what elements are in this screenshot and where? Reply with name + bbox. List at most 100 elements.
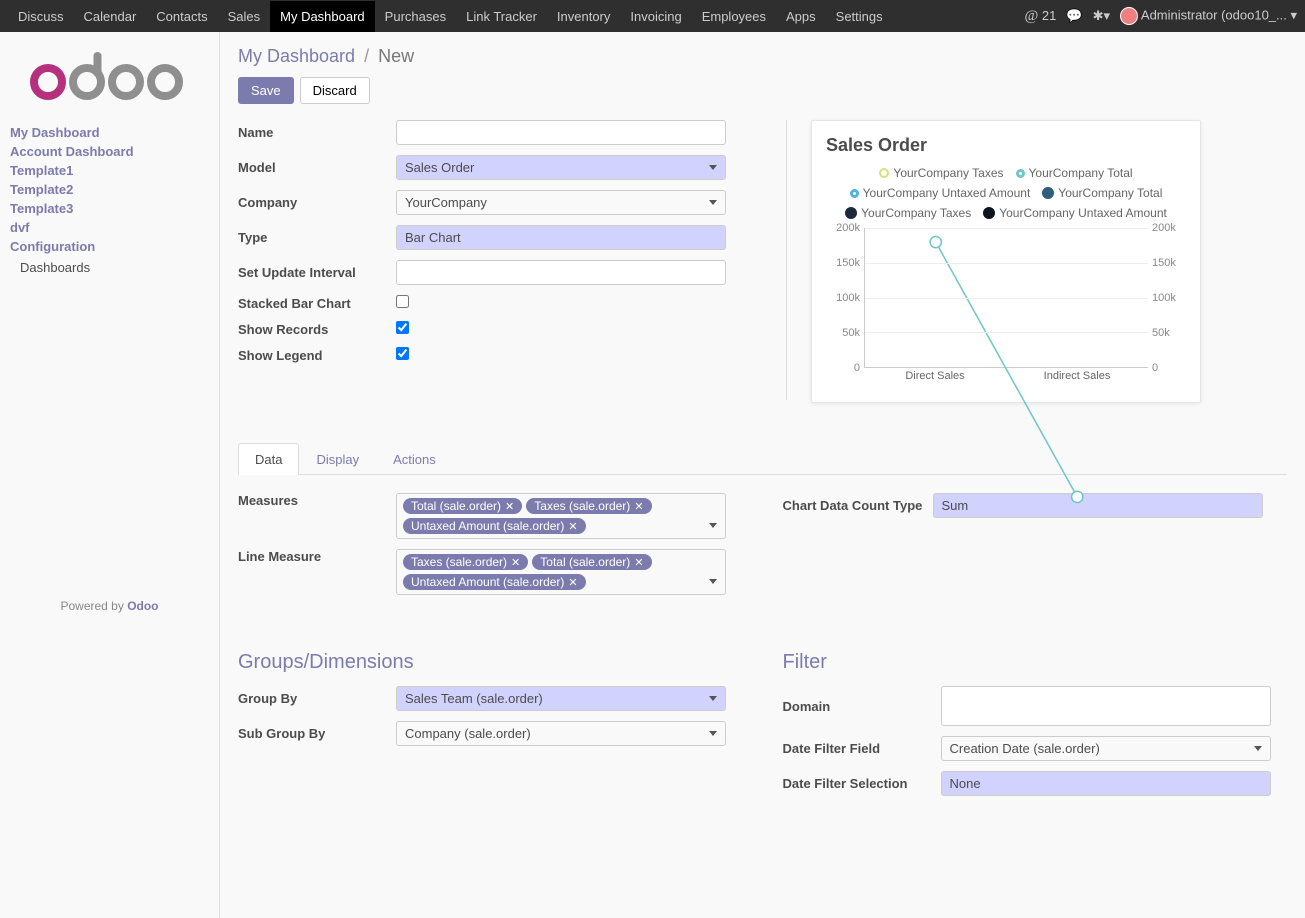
x-axis-labels: Direct SalesIndirect Sales	[864, 370, 1148, 388]
avatar-icon	[1120, 7, 1138, 25]
records-checkbox[interactable]	[396, 321, 409, 334]
sidebar-link[interactable]: Template1	[0, 161, 219, 180]
mentions-badge[interactable]: @ 21	[1024, 8, 1056, 25]
sidebar-sub-dashboards[interactable]: Dashboards	[0, 256, 219, 279]
group-by-select[interactable]: Sales Team (sale.order)	[396, 686, 726, 711]
tag[interactable]: Untaxed Amount (sale.order) ✕	[403, 518, 586, 534]
date-selection-select[interactable]: None	[941, 771, 1271, 796]
model-select[interactable]: Sales Order	[396, 155, 726, 180]
date-field-select[interactable]: Creation Date (sale.order)	[941, 736, 1271, 761]
tag-remove-icon[interactable]: ✕	[634, 500, 643, 513]
powered-brand[interactable]: Odoo	[127, 599, 158, 613]
groups-heading: Groups/Dimensions	[238, 651, 743, 674]
chevron-down-icon	[709, 200, 717, 205]
legend-swatch	[1042, 187, 1054, 199]
chart-legend: YourCompany Taxes YourCompany Total YourCo…	[826, 166, 1186, 220]
type-select[interactable]: Bar Chart	[396, 225, 726, 250]
legend-label: YourCompany Total	[1029, 166, 1133, 180]
legend-label: YourCompany Untaxed Amount	[863, 186, 1031, 200]
filter-heading: Filter	[783, 651, 1288, 674]
sidebar-link[interactable]: Account Dashboard	[0, 142, 219, 161]
chart-preview: Sales Order YourCompany TaxesYourCompany…	[811, 120, 1201, 403]
label-stacked: Stacked Bar Chart	[238, 296, 396, 311]
label-name: Name	[238, 125, 396, 140]
nav-item[interactable]: Calendar	[74, 1, 147, 32]
tag-remove-icon[interactable]: ✕	[568, 576, 577, 589]
label-company: Company	[238, 195, 396, 210]
tab[interactable]: Actions	[376, 443, 453, 475]
measures-input[interactable]: Total (sale.order) ✕Taxes (sale.order) ✕…	[396, 493, 726, 539]
tab[interactable]: Display	[299, 443, 376, 475]
tag[interactable]: Taxes (sale.order) ✕	[526, 498, 651, 514]
stacked-checkbox[interactable]	[396, 295, 409, 308]
tag-remove-icon[interactable]: ✕	[511, 556, 520, 569]
tag-remove-icon[interactable]: ✕	[634, 556, 643, 569]
domain-input[interactable]	[941, 686, 1271, 726]
chat-icon[interactable]: 💬	[1066, 8, 1082, 24]
tag-label: Total (sale.order)	[540, 555, 630, 569]
chevron-down-icon	[1254, 746, 1262, 751]
vertical-separator	[786, 120, 787, 400]
nav-item[interactable]: Apps	[776, 1, 826, 32]
nav-item[interactable]: Link Tracker	[456, 1, 547, 32]
nav-item[interactable]: My Dashboard	[270, 1, 375, 32]
legend-label: YourCompany Taxes	[861, 206, 971, 220]
company-value: YourCompany	[405, 195, 487, 210]
legend-swatch	[1016, 169, 1025, 178]
tag[interactable]: Total (sale.order) ✕	[403, 498, 522, 514]
legend-label: YourCompany Taxes	[893, 166, 1003, 180]
nav-item[interactable]: Contacts	[146, 1, 217, 32]
label-measures: Measures	[238, 493, 396, 508]
tag-remove-icon[interactable]: ✕	[568, 520, 577, 533]
group-by-value: Sales Team (sale.order)	[405, 691, 543, 706]
breadcrumb-root[interactable]: My Dashboard	[238, 46, 355, 66]
sidebar-link[interactable]: Template3	[0, 199, 219, 218]
chevron-down-icon	[709, 579, 717, 584]
nav-item[interactable]: Settings	[826, 1, 893, 32]
nav-item[interactable]: Sales	[218, 1, 271, 32]
odoo-logo	[28, 52, 188, 102]
user-menu[interactable]: Administrator (odoo10_... ▾	[1120, 7, 1297, 25]
tab[interactable]: Data	[238, 443, 299, 475]
type-value: Bar Chart	[405, 230, 461, 245]
legend-item[interactable]: YourCompany Taxes	[879, 166, 1003, 180]
nav-item[interactable]: Inventory	[547, 1, 620, 32]
tag-label: Untaxed Amount (sale.order)	[411, 519, 564, 533]
company-select[interactable]: YourCompany	[396, 190, 726, 215]
sidebar-link[interactable]: dvf	[0, 218, 219, 237]
nav-item[interactable]: Discuss	[8, 1, 74, 32]
nav-item[interactable]: Purchases	[375, 1, 456, 32]
label-count-type: Chart Data Count Type	[783, 498, 933, 513]
sidebar-link[interactable]: Configuration	[0, 237, 219, 256]
y-axis-right: 050k100k150k200k	[1150, 228, 1186, 368]
legend-item[interactable]: YourCompany Untaxed Amount	[983, 206, 1167, 220]
discard-button[interactable]: Discard	[300, 77, 370, 104]
count-type-select[interactable]: Sum	[933, 493, 1263, 518]
nav-item[interactable]: Employees	[692, 1, 776, 32]
legend-item[interactable]: YourCompany Total	[1042, 186, 1162, 200]
count-type-value: Sum	[942, 498, 969, 513]
tag-label: Taxes (sale.order)	[411, 555, 507, 569]
line-measure-input[interactable]: Taxes (sale.order) ✕Total (sale.order) ✕…	[396, 549, 726, 595]
tag[interactable]: Total (sale.order) ✕	[532, 554, 651, 570]
sub-group-by-select[interactable]: Company (sale.order)	[396, 721, 726, 746]
label-legend: Show Legend	[238, 348, 396, 363]
model-value: Sales Order	[405, 160, 474, 175]
sidebar: My DashboardAccount DashboardTemplate1Te…	[0, 32, 220, 918]
bug-icon[interactable]: ✱▾	[1093, 8, 1110, 24]
label-records: Show Records	[238, 322, 396, 337]
tag[interactable]: Taxes (sale.order) ✕	[403, 554, 528, 570]
legend-item[interactable]: YourCompany Taxes	[845, 206, 971, 220]
legend-item[interactable]: YourCompany Untaxed Amount	[850, 186, 1031, 200]
interval-input[interactable]	[396, 260, 726, 285]
sidebar-link[interactable]: My Dashboard	[0, 123, 219, 142]
tag[interactable]: Untaxed Amount (sale.order) ✕	[403, 574, 586, 590]
legend-item[interactable]: YourCompany Total	[1016, 166, 1133, 180]
label-date-field: Date Filter Field	[783, 741, 941, 756]
name-input[interactable]	[396, 120, 726, 145]
nav-item[interactable]: Invoicing	[620, 1, 691, 32]
save-button[interactable]: Save	[238, 77, 294, 104]
legend-checkbox[interactable]	[396, 347, 409, 360]
sidebar-link[interactable]: Template2	[0, 180, 219, 199]
tag-remove-icon[interactable]: ✕	[505, 500, 514, 513]
